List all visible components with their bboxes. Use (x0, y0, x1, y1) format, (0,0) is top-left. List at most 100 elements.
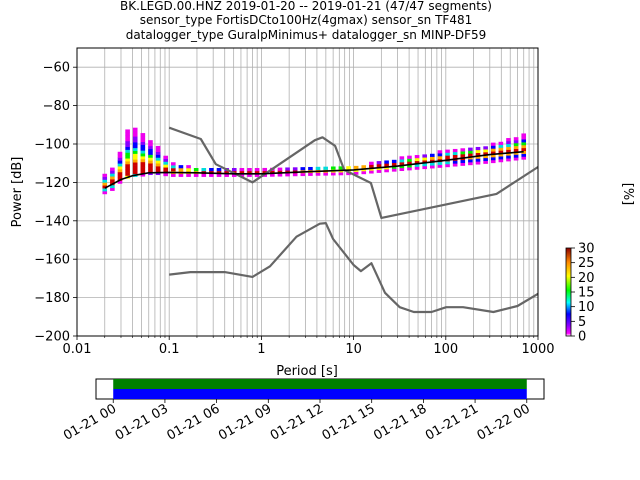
pdf-cell (224, 170, 229, 175)
pdf-cell (490, 157, 496, 161)
mode-curve-line (104, 150, 524, 189)
pdf-cell (521, 142, 527, 146)
pdf-cell (140, 158, 146, 163)
pdf-cell (506, 146, 511, 150)
y-tick-label: −160 (34, 253, 70, 268)
pdf-cell (277, 167, 283, 171)
pdf-cell (460, 148, 466, 152)
x-tick-label: 10 (345, 342, 362, 357)
pdf-cell (132, 127, 138, 131)
pdf-cell (369, 161, 374, 165)
pdf-cell (490, 151, 496, 155)
x-grid (76, 48, 535, 336)
pdf-cell (414, 166, 420, 170)
pdf-cell (247, 170, 252, 175)
pdf-cell (117, 151, 123, 155)
y-tick-label: −140 (34, 214, 70, 229)
pdf-cell (445, 164, 450, 168)
pdf-cell (498, 159, 504, 163)
pdf-cell (132, 136, 138, 140)
y-axis-label: Power [dB] (10, 157, 25, 228)
pdf-cell (148, 157, 153, 161)
x-tick-label: 0.01 (63, 342, 92, 357)
pdf-cell (315, 166, 321, 171)
pdf-cell (483, 154, 488, 159)
pdf-cell (125, 172, 130, 176)
pdf-cell (216, 173, 222, 177)
pdf-cell (125, 158, 130, 162)
pdf-cell (346, 166, 351, 170)
pdf-cell (513, 142, 519, 147)
pdf-cell (483, 157, 488, 161)
pdf-cell (254, 168, 260, 172)
pdf-cell (254, 173, 260, 177)
pdf-cell (186, 165, 191, 169)
pdf-cell (422, 157, 427, 161)
pdf-cell (231, 173, 237, 177)
pdf-cell (178, 173, 184, 177)
pdf-cell (506, 155, 511, 159)
pdf-cell (414, 163, 420, 167)
pdf-cell (430, 162, 435, 166)
pdf-cell (125, 129, 130, 133)
colorbar-tick-label: 30 (578, 242, 595, 257)
timeline-tick-label: 01-21 03 (113, 401, 171, 443)
pdf-cell (468, 150, 473, 154)
pdf-cell (140, 156, 146, 160)
timeline-tick-label: 01-22 00 (475, 401, 533, 443)
x-ticks: 0.01 0.1 1 10 100 1000 (63, 336, 555, 357)
noise-model-lower-line (169, 222, 539, 314)
pdf-cell (117, 166, 123, 170)
pdf-cell (140, 164, 146, 168)
pdf-cell (216, 170, 222, 175)
pdf-cell (110, 176, 115, 180)
pdf-cell (117, 157, 123, 161)
pdf-cell (132, 150, 138, 154)
pdf-cell (399, 167, 405, 172)
pdf-cell (148, 151, 153, 155)
pdf-cell (391, 162, 397, 166)
title-line-1: BK.LEGD.00.HNZ 2019-01-20 -- 2019-01-21 … (120, 0, 492, 13)
pdf-cell (513, 157, 519, 161)
pdf-cell (163, 164, 168, 168)
pdf-cell (102, 188, 108, 192)
pdf-cell (270, 173, 275, 177)
pdf-cell (346, 171, 351, 176)
pdf-cell (506, 140, 511, 145)
pdf-cell (262, 167, 268, 172)
pdf-cell (490, 142, 496, 146)
pdf-cell (163, 155, 168, 159)
pdf-cell (102, 179, 108, 183)
pdf-cell (132, 133, 138, 137)
pdf-cell (384, 163, 389, 167)
pdf-cell (148, 140, 153, 144)
pdf-cell (506, 149, 511, 153)
pdf-cell (468, 162, 473, 166)
pdf-cell (445, 152, 450, 156)
pdf-cell (437, 153, 443, 157)
pdf-cell (422, 163, 427, 167)
pdf-cell (125, 140, 130, 145)
pdf-cell (270, 170, 275, 174)
pdf-cell (376, 169, 382, 173)
pdf-cell (391, 168, 397, 172)
pdf-cell (460, 162, 466, 166)
pdf-cell (140, 133, 146, 137)
pdf-cell (430, 159, 435, 163)
pdf-cell (140, 147, 146, 151)
title-line-2: sensor_type FortisDCto100Hz(4gmax) senso… (140, 13, 472, 27)
pdf-cell (132, 170, 138, 175)
pdf-cell (247, 173, 252, 177)
colorbar-label: [%] (620, 183, 635, 206)
pdf-cell (132, 144, 138, 149)
plot-area: 0.01 0.1 1 10 100 1000 −60 −80 −100 −120 −140 −160… (34, 47, 555, 357)
colorbar-tick-label: 15 (578, 286, 595, 301)
pdf-cell (110, 184, 115, 189)
pdf-cell (521, 156, 527, 160)
pdf-cell (323, 166, 328, 170)
pdf-cell (201, 168, 207, 172)
pdf-cell (155, 145, 161, 150)
pdf-cell (132, 153, 138, 157)
plot-background (77, 48, 538, 336)
